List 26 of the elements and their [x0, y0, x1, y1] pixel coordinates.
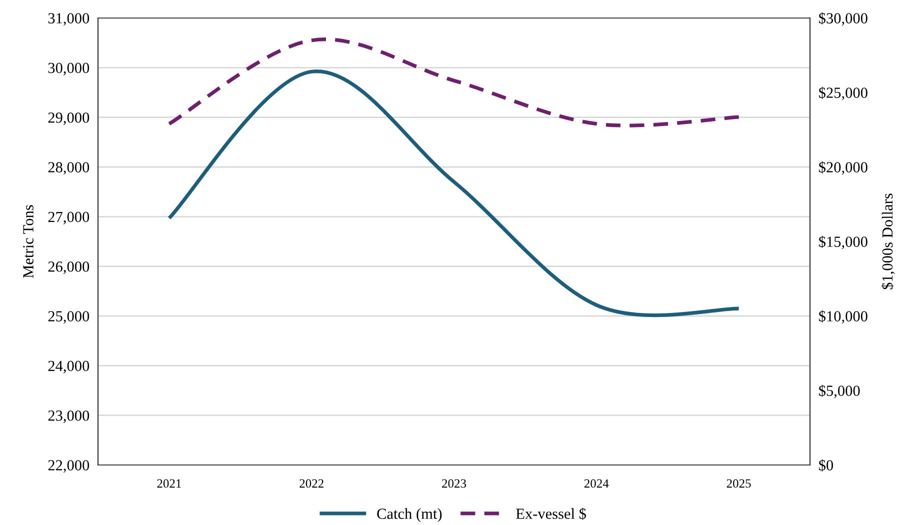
y-tick-label: 22,000	[48, 460, 90, 473]
x-tick-label: 2025	[726, 479, 751, 488]
y-tick-label: 29,000	[48, 112, 90, 125]
y2-tick-label: $10,000	[818, 310, 868, 324]
x-tick-label: 2022	[300, 479, 324, 488]
y2-tick-label: $5,000	[818, 384, 860, 398]
y-tick-label: 28,000	[48, 162, 90, 175]
y-tick-label: 31,000	[48, 13, 90, 26]
y2-tick-label: $0	[818, 459, 834, 472]
y-tick-label: 25,000	[48, 311, 90, 324]
y-tick-label: 30,000	[48, 62, 90, 76]
x-tick-label: 2024	[584, 479, 609, 488]
y2-tick-label: $15,000	[818, 236, 868, 250]
y-tick-label: 27,000	[48, 212, 90, 224]
y-axis-title: Metric Tons	[23, 205, 34, 278]
y2-tick-label: $25,000	[818, 86, 868, 100]
x-tick-label: 2023	[442, 479, 466, 488]
y-tick-label: 26,000	[48, 261, 90, 274]
legend-label: Ex-vessel $	[516, 508, 586, 520]
y2-axis-title: $1,000s Dollars	[881, 194, 895, 290]
y-tick-label: 24,000	[48, 360, 90, 374]
y2-tick-label: $30,000	[818, 12, 868, 26]
legend-label: Catch (mt)	[377, 508, 442, 522]
y2-tick-label: $20,000	[818, 161, 868, 175]
x-tick-label: 2021	[157, 479, 181, 488]
y-tick-label: 23,000	[48, 410, 90, 423]
